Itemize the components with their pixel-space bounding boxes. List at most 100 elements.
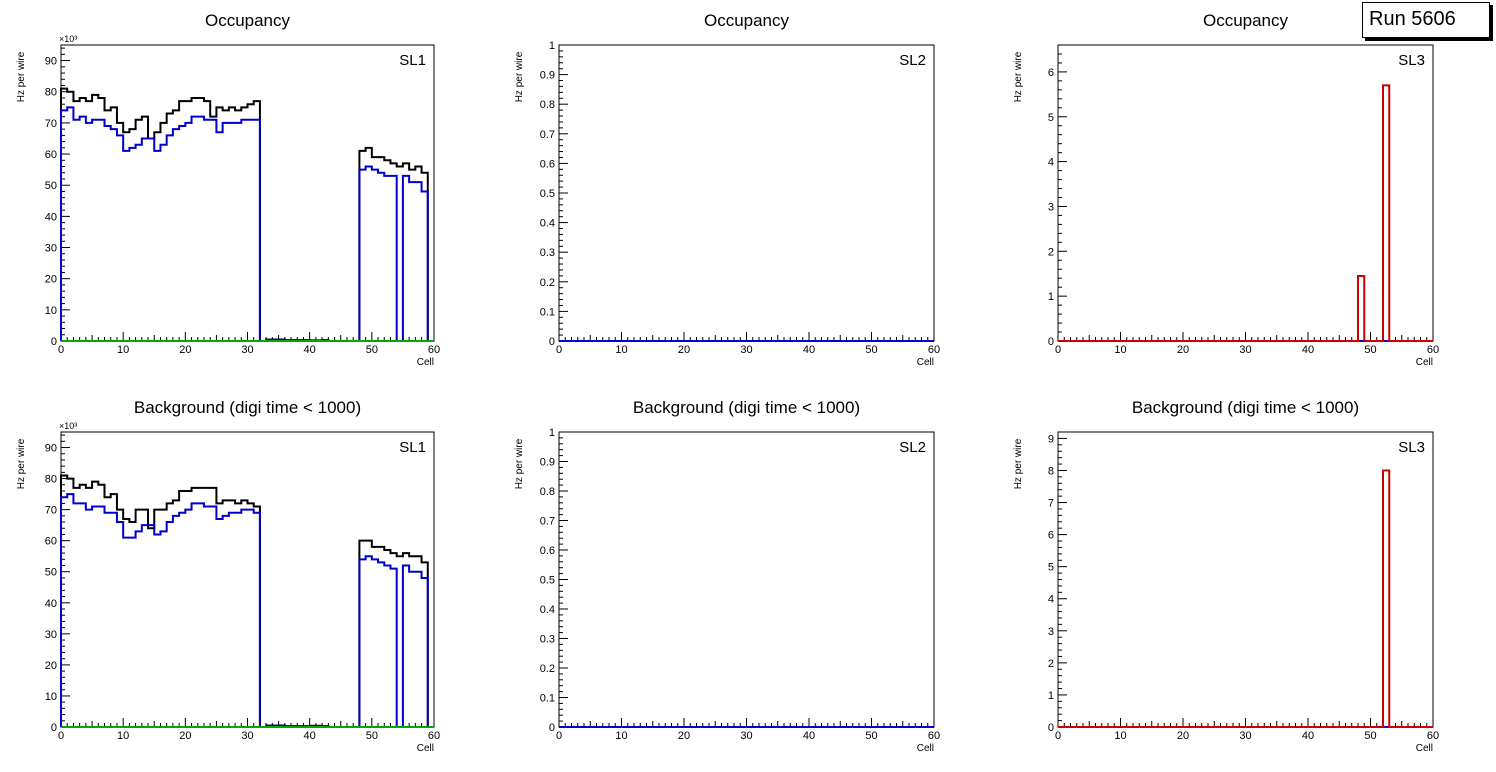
y-tick-label: 0 xyxy=(549,336,555,348)
x-tick-label: 40 xyxy=(803,730,815,742)
y-tick-label: 8 xyxy=(1048,465,1054,477)
superlayer-label: SL1 xyxy=(399,52,426,69)
y-tick-label: 70 xyxy=(45,505,57,517)
x-tick-label: 50 xyxy=(366,730,378,742)
y-tick-label: 0.4 xyxy=(540,604,555,616)
x-tick-label: 60 xyxy=(928,344,940,356)
y-tick-label: 5 xyxy=(1048,112,1054,124)
x-axis-label: Cell xyxy=(917,357,934,368)
y-tick-label: 0.7 xyxy=(540,516,555,528)
y-tick-label: 90 xyxy=(45,56,57,68)
x-tick-label: 0 xyxy=(58,730,64,742)
panel-bkg-sl2: Background (digi time < 1000)0 10 20 30 40 50… xyxy=(514,398,940,754)
x-axis-label: Cell xyxy=(417,357,434,368)
superlayer-label: SL2 xyxy=(899,52,926,69)
x-tick-label: 50 xyxy=(865,730,877,742)
x-tick-label: 10 xyxy=(615,344,627,356)
x-tick-label: 20 xyxy=(678,344,690,356)
x-tick-label: 50 xyxy=(366,344,378,356)
x-tick-label: 60 xyxy=(928,730,940,742)
superlayer-label: SL3 xyxy=(1398,439,1425,456)
x-tick-label: 50 xyxy=(865,344,877,356)
y-tick-label: 0.2 xyxy=(540,277,555,289)
y-axis-label: Hz per wire xyxy=(16,438,27,489)
y-exponent-label: ×10³ xyxy=(59,421,77,431)
x-tick-label: 30 xyxy=(1239,730,1251,742)
x-tick-label: 20 xyxy=(1177,344,1189,356)
plot-frame xyxy=(1057,431,1434,728)
y-tick-label: 1 xyxy=(1048,690,1054,702)
y-tick-label: 50 xyxy=(45,567,57,579)
panel-title: Occupancy xyxy=(1203,11,1289,30)
y-tick-label: 6 xyxy=(1048,67,1054,79)
x-tick-label: 60 xyxy=(428,730,440,742)
y-axis-label: Hz per wire xyxy=(1013,51,1024,102)
y-tick-label: 0.8 xyxy=(540,486,555,498)
histogram-total xyxy=(1058,469,1433,728)
y-tick-label: 80 xyxy=(45,87,57,99)
x-tick-label: 0 xyxy=(556,730,562,742)
x-tick-label: 30 xyxy=(241,730,253,742)
y-tick-label: 2 xyxy=(1048,658,1054,670)
panel-title: Occupancy xyxy=(704,11,790,30)
run-label-box: Run 5606 xyxy=(1362,2,1490,38)
y-tick-label: 0.8 xyxy=(540,99,555,111)
x-tick-label: 0 xyxy=(1055,344,1061,356)
y-tick-label: 9 xyxy=(1048,433,1054,445)
x-tick-label: 50 xyxy=(1364,344,1376,356)
x-axis-label: Cell xyxy=(917,743,934,754)
plot-frame xyxy=(558,44,935,342)
y-tick-label: 0 xyxy=(549,722,555,734)
x-tick-label: 20 xyxy=(179,344,191,356)
plot-frame xyxy=(60,431,435,728)
y-tick-label: 7 xyxy=(1048,498,1054,510)
x-tick-label: 10 xyxy=(1114,344,1126,356)
y-tick-label: 0.2 xyxy=(540,663,555,675)
y-tick-label: 1 xyxy=(549,40,555,52)
panel-title: Occupancy xyxy=(205,11,291,30)
x-tick-label: 20 xyxy=(1177,730,1189,742)
superlayer-label: SL2 xyxy=(899,439,926,456)
x-tick-label: 40 xyxy=(803,344,815,356)
y-tick-label: 60 xyxy=(45,536,57,548)
superlayer-label: SL1 xyxy=(399,439,426,456)
y-tick-label: 80 xyxy=(45,474,57,486)
y-tick-label: 3 xyxy=(1048,201,1054,213)
y-tick-label: 0 xyxy=(1048,722,1054,734)
x-tick-label: 60 xyxy=(428,344,440,356)
panel-bkg-sl1: Background (digi time < 1000) 0 10 20 30 40 50… xyxy=(16,398,440,754)
x-tick-label: 30 xyxy=(740,344,752,356)
x-tick-label: 30 xyxy=(740,730,752,742)
y-tick-label: 3 xyxy=(1048,626,1054,638)
y-tick-label: 4 xyxy=(1048,157,1054,169)
histogram-total xyxy=(60,87,434,342)
y-tick-label: 6 xyxy=(1048,530,1054,542)
x-tick-label: 60 xyxy=(1427,344,1439,356)
y-tick-label: 20 xyxy=(45,660,57,672)
x-tick-label: 60 xyxy=(1427,730,1439,742)
y-tick-label: 0 xyxy=(1048,336,1054,348)
y-tick-label: 1 xyxy=(1048,291,1054,303)
panel-title: Background (digi time < 1000) xyxy=(633,398,860,417)
x-tick-label: 20 xyxy=(678,730,690,742)
y-tick-label: 0.4 xyxy=(540,218,555,230)
y-tick-label: 40 xyxy=(45,598,57,610)
x-tick-label: 40 xyxy=(304,344,316,356)
x-axis-label: Cell xyxy=(1416,357,1433,368)
x-tick-label: 50 xyxy=(1364,730,1376,742)
x-tick-label: 40 xyxy=(1302,730,1314,742)
plot-frame xyxy=(60,44,435,342)
x-tick-label: 40 xyxy=(1302,344,1314,356)
y-tick-label: 10 xyxy=(45,305,57,317)
y-tick-label: 30 xyxy=(45,243,57,255)
y-tick-label: 4 xyxy=(1048,594,1054,606)
y-tick-label: 60 xyxy=(45,149,57,161)
superlayer-label: SL3 xyxy=(1398,52,1425,69)
x-tick-label: 30 xyxy=(1239,344,1251,356)
y-tick-label: 0.6 xyxy=(540,545,555,557)
y-tick-label: 0.1 xyxy=(540,693,555,705)
y-tick-label: 50 xyxy=(45,180,57,192)
x-tick-label: 0 xyxy=(1055,730,1061,742)
